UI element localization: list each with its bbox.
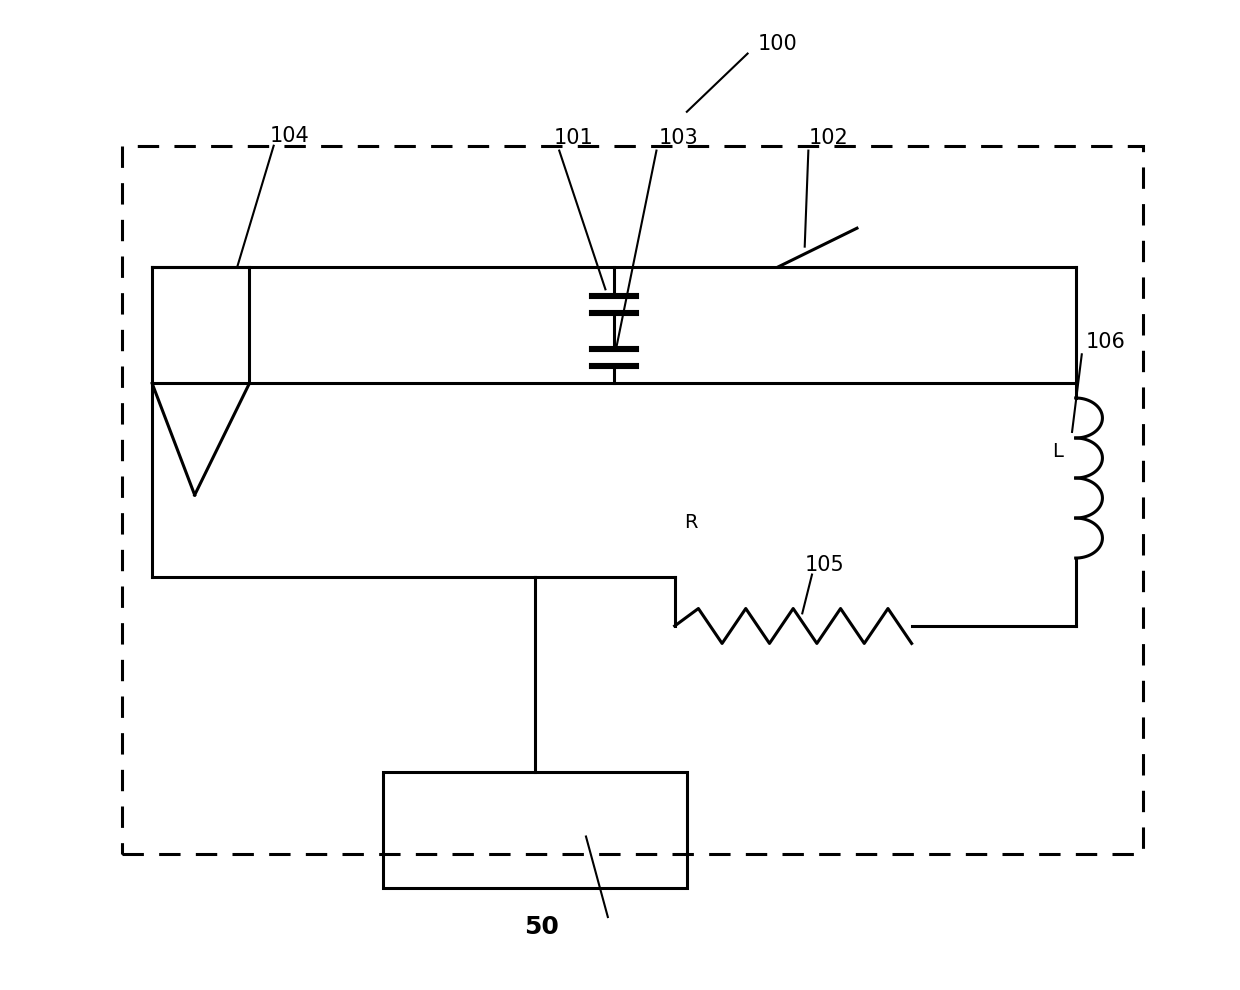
Bar [383, 771, 687, 888]
Text: R: R [683, 513, 697, 532]
Text: 103: 103 [658, 128, 698, 148]
Text: 100: 100 [758, 34, 797, 53]
Text: 50: 50 [523, 915, 558, 939]
Text: 105: 105 [805, 554, 844, 575]
Text: 102: 102 [810, 128, 849, 148]
Text: 106: 106 [1086, 332, 1126, 351]
Bar [122, 146, 1142, 854]
Text: 101: 101 [554, 128, 594, 148]
Text: 104: 104 [269, 126, 309, 147]
Text: L: L [1052, 442, 1063, 460]
